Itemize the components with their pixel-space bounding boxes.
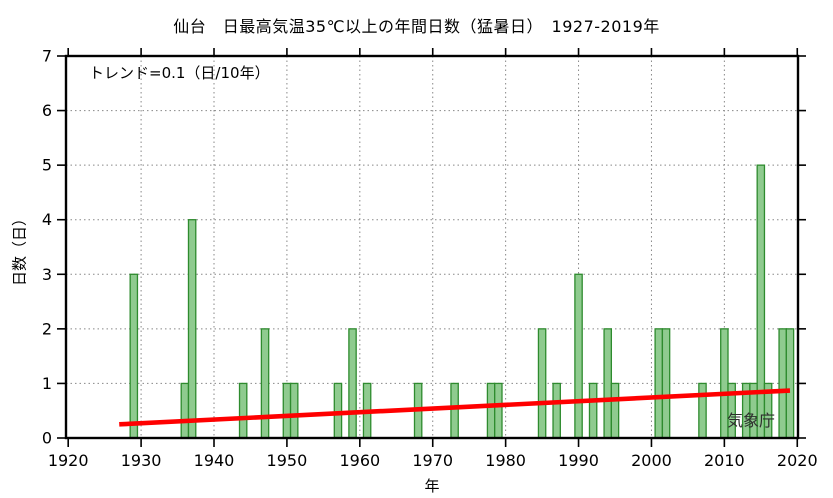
- bar-2015: [756, 164, 766, 439]
- y-tick-label: 0: [42, 429, 52, 448]
- bar-1950: [282, 382, 292, 439]
- bar-1973: [450, 382, 459, 439]
- bar-1951: [289, 382, 299, 439]
- y-tick-label: 4: [42, 210, 52, 229]
- bar-1944: [238, 382, 248, 439]
- bar-1987: [552, 382, 561, 439]
- bar-1994: [603, 328, 613, 439]
- bar-1979: [494, 382, 503, 439]
- bar-1937: [187, 219, 197, 439]
- bar-2001: [654, 328, 664, 439]
- x-tick-label: 1990: [558, 451, 599, 470]
- x-tick-label: 2020: [777, 451, 818, 470]
- bar-1985: [537, 328, 547, 439]
- bar-2019: [785, 328, 795, 439]
- y-tick-label: 7: [42, 47, 52, 66]
- x-tick-label: 1980: [485, 451, 526, 470]
- bar-2002: [661, 328, 671, 439]
- x-axis-title: 年: [424, 477, 440, 495]
- y-tick-label: 6: [42, 101, 52, 120]
- bar-1947: [260, 328, 270, 439]
- x-tick-label: 1940: [194, 451, 235, 470]
- y-axis-title: 日数（日）: [10, 211, 29, 287]
- y-tick-label: 3: [42, 265, 52, 284]
- bar-2018: [778, 328, 787, 439]
- x-tick-label: 1970: [412, 451, 453, 470]
- bar-1929: [129, 273, 139, 439]
- watermark: 気象庁: [727, 411, 776, 430]
- bar-1990: [574, 273, 583, 439]
- bar-1992: [588, 382, 598, 439]
- y-tick-label: 2: [42, 319, 52, 338]
- x-tick-label: 2000: [631, 451, 672, 470]
- x-tick-label: 1950: [267, 451, 308, 470]
- trend-line: [119, 388, 791, 427]
- y-tick-label: 1: [42, 374, 52, 393]
- bar-1936: [180, 382, 190, 439]
- bar-1978: [486, 382, 496, 439]
- bar-1959: [348, 328, 357, 439]
- bar-1995: [610, 382, 620, 439]
- bar-1957: [333, 382, 343, 439]
- plot-frame: [64, 54, 800, 440]
- chart-title: 仙台 日最高気温35℃以上の年間日数（猛暑日） 1927-2019年: [173, 17, 660, 36]
- bar-2007: [698, 382, 707, 439]
- x-tick-label: 1930: [121, 451, 162, 470]
- x-tick-label: 1920: [48, 451, 89, 470]
- x-tick-label: 1960: [339, 451, 380, 470]
- y-tick-label: 5: [42, 156, 52, 175]
- trend-annotation: トレンド=0.1（日/10年）: [89, 64, 270, 82]
- x-tick-label: 2010: [704, 451, 745, 470]
